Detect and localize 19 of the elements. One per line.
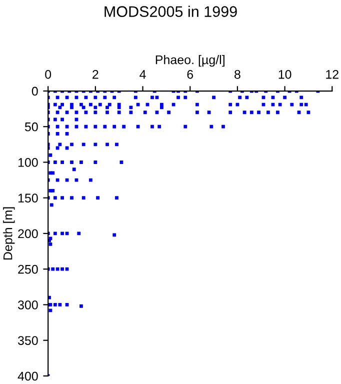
y-axis-title: Depth [m] <box>3 207 15 260</box>
y-tick-label: 250 <box>18 264 38 274</box>
y-tick-label: 0 <box>32 86 38 96</box>
y-tick-label: 200 <box>18 229 38 238</box>
x-tick-label: 0 <box>45 70 52 79</box>
chart-title: MODS2005 in 1999 <box>104 6 237 17</box>
x-tick-label: 6 <box>187 70 194 79</box>
x-tick-label: 2 <box>92 70 98 79</box>
x-tick-label: 10 <box>278 70 292 79</box>
x-tick-label: 8 <box>234 70 240 79</box>
x-axis-title: Phaeo. [µg/l] <box>156 55 224 67</box>
y-tick-label: 350 <box>18 336 38 345</box>
y-tick-label: 50 <box>24 122 38 132</box>
x-tick-label: 12 <box>326 70 338 79</box>
y-tick-label: 150 <box>18 194 38 203</box>
y-tick-label: 300 <box>18 300 38 310</box>
x-tick-label: 4 <box>140 70 146 79</box>
y-tick-label: 400 <box>18 372 38 381</box>
y-tick-label: 100 <box>18 158 38 167</box>
